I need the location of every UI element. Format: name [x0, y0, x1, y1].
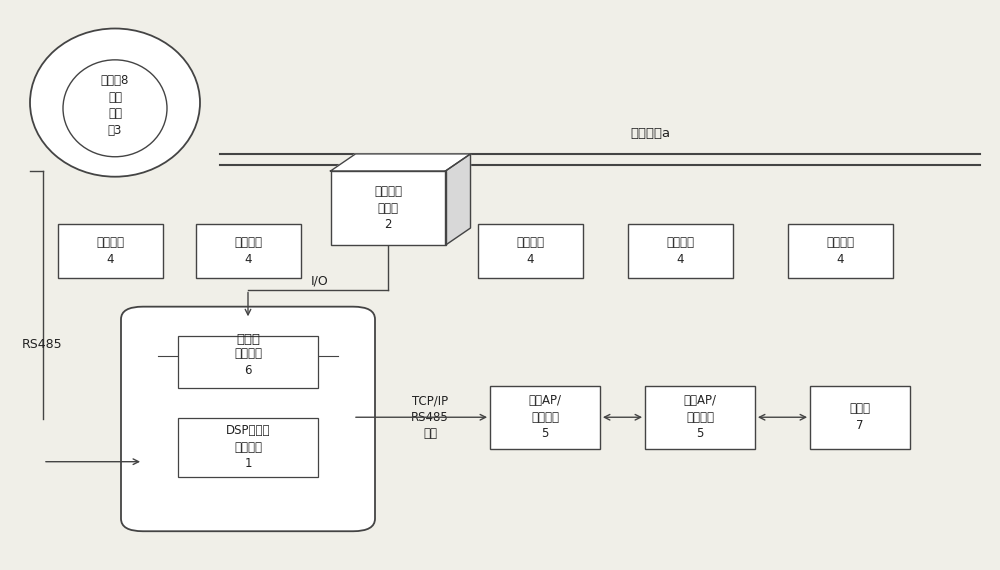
Text: I/O: I/O	[311, 275, 329, 287]
Bar	[490, 386, 600, 449]
Text: 上位机
7: 上位机 7	[850, 402, 870, 432]
Text: 辅助轮8
旋转
编码
器3: 辅助轮8 旋转 编码 器3	[101, 74, 129, 137]
Bar	[178, 336, 318, 388]
Text: 智能码牌
阅读器
2: 智能码牌 阅读器 2	[374, 185, 402, 231]
Text: 工业AP/
工业电台
5: 工业AP/ 工业电台 5	[528, 394, 562, 440]
Text: 定位码牌
4: 定位码牌 4	[516, 236, 544, 266]
Text: 线性电源
6: 线性电源 6	[234, 347, 262, 377]
Bar	[628, 223, 733, 278]
Bar	[810, 386, 910, 449]
Ellipse shape	[63, 60, 167, 157]
Text: 工业AP/
工业电台
5: 工业AP/ 工业电台 5	[684, 394, 716, 440]
Text: RS485: RS485	[22, 339, 63, 351]
Bar	[196, 223, 300, 278]
Text: 机控柜: 机控柜	[236, 333, 260, 345]
Text: 机车轨道a: 机车轨道a	[630, 128, 670, 140]
Ellipse shape	[30, 28, 200, 177]
Polygon shape	[446, 154, 471, 245]
Text: 定位码牌
4: 定位码牌 4	[826, 236, 854, 266]
Bar	[478, 223, 582, 278]
Text: 定位码牌
4: 定位码牌 4	[234, 236, 262, 266]
FancyBboxPatch shape	[121, 307, 375, 531]
Bar	[58, 223, 162, 278]
Text: 定位码牌
4: 定位码牌 4	[666, 236, 694, 266]
Bar	[645, 386, 755, 449]
Polygon shape	[330, 154, 471, 171]
Bar	[178, 417, 318, 478]
Text: TCP/IP
RS485
并口: TCP/IP RS485 并口	[411, 394, 449, 440]
Bar	[330, 171, 446, 245]
Bar	[788, 223, 893, 278]
Text: 定位码牌
4: 定位码牌 4	[96, 236, 124, 266]
Text: DSP码牌地
址检测器
1: DSP码牌地 址检测器 1	[226, 425, 270, 470]
